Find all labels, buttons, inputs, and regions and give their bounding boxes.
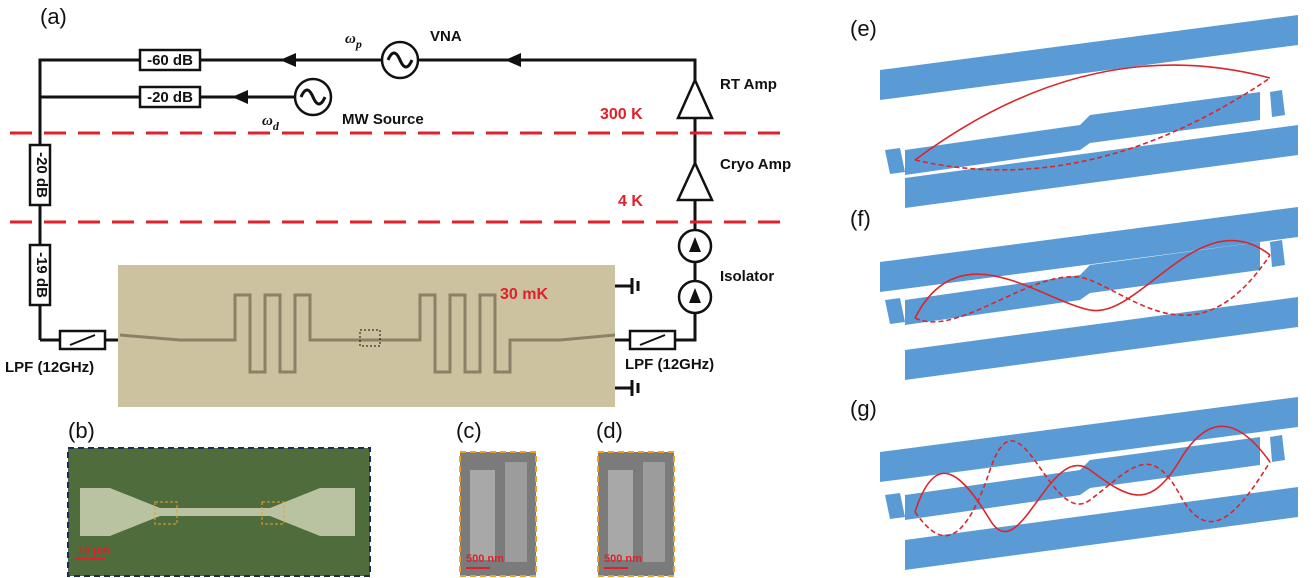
mode-curve <box>914 254 1271 323</box>
stub <box>885 148 905 174</box>
attenuator-label: -60 dB <box>147 52 193 69</box>
panel-label: (b) <box>68 418 95 443</box>
mode-g: (g) <box>850 396 1298 570</box>
center-conductor <box>905 92 1260 175</box>
attenuator-label: -20 dB <box>147 89 193 106</box>
stage-label: 300 K <box>600 106 643 123</box>
pad <box>505 462 527 562</box>
mode-curve <box>914 425 1271 533</box>
mode-curve <box>914 440 1271 537</box>
ground <box>615 278 640 396</box>
filter-label: LPF (12GHz) <box>5 359 94 376</box>
panel-label: (e) <box>850 16 877 41</box>
panel-label: (c) <box>456 418 482 443</box>
resonator <box>119 293 616 374</box>
mode-curve <box>914 64 1271 161</box>
amplifier <box>676 76 714 120</box>
scale-label: 500 nm <box>466 553 504 565</box>
drive-label: ωd <box>262 113 280 132</box>
arrow <box>505 53 521 67</box>
filter-label: LPF (12GHz) <box>625 356 714 373</box>
panel-label: (f) <box>850 206 871 231</box>
attenuator <box>138 85 202 109</box>
filter-symbol <box>639 334 666 346</box>
stage-label: 4 K <box>618 193 643 210</box>
pump-label: ωp <box>345 31 362 50</box>
arrow <box>280 53 296 67</box>
filter-symbol <box>69 334 96 346</box>
pad <box>470 470 495 560</box>
sine <box>299 88 327 106</box>
ground-plane <box>880 397 1298 482</box>
stage-label: 30 mK <box>500 286 548 303</box>
electrode <box>80 488 355 536</box>
attenuator <box>138 48 202 72</box>
ground-plane <box>880 207 1298 292</box>
pad <box>608 470 633 560</box>
scale-label: 10 μm <box>78 545 110 557</box>
sine <box>386 51 414 69</box>
arrow <box>689 288 701 303</box>
zoom-box <box>154 501 178 525</box>
stub <box>1270 90 1285 117</box>
mode-e: (e) <box>850 15 1298 208</box>
arrow <box>232 90 248 104</box>
arrow <box>689 237 701 252</box>
vna-label: VNA <box>430 28 462 45</box>
stub <box>1270 240 1285 267</box>
attenuator <box>28 143 52 207</box>
scale-label: 500 nm <box>604 553 642 565</box>
mode-f: (f) <box>850 206 1298 380</box>
panel-label: (d) <box>596 418 623 443</box>
attenuator-label: -20 dB <box>33 152 50 198</box>
zoom-box <box>261 501 285 525</box>
center-conductor <box>905 242 1260 325</box>
stub <box>885 493 905 519</box>
amplifier <box>676 160 714 202</box>
ground-plane <box>905 125 1298 208</box>
ground-plane <box>905 297 1298 380</box>
attenuator-label: -19 dB <box>33 252 50 298</box>
stub <box>885 298 905 324</box>
ground-plane <box>880 15 1298 100</box>
center-conductor <box>905 437 1260 520</box>
panel-label: (a) <box>40 4 67 29</box>
mode-curve <box>914 77 1271 171</box>
stub <box>1270 435 1285 462</box>
isolator-label: Isolator <box>720 268 774 285</box>
source-label: MW Source <box>342 111 424 128</box>
attenuator <box>28 243 52 307</box>
mode-curve <box>914 239 1271 319</box>
panel-label: (g) <box>850 396 877 421</box>
amp-label: Cryo Amp <box>720 156 791 173</box>
pad <box>643 462 665 562</box>
amp-label: RT Amp <box>720 76 777 93</box>
ground-plane <box>905 487 1298 570</box>
zoom-box <box>359 329 381 347</box>
chip-image <box>118 265 615 407</box>
